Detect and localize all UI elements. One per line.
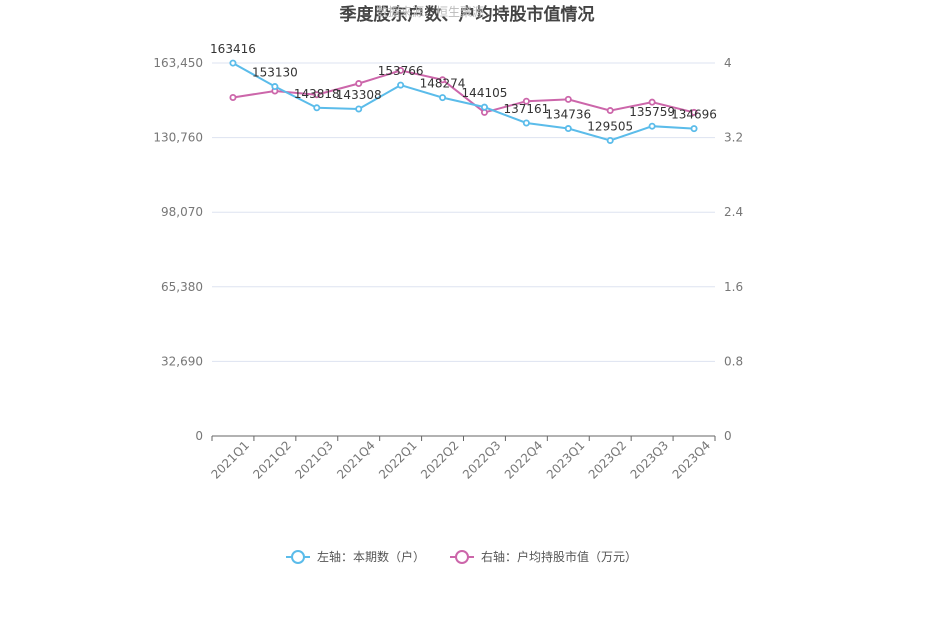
left-tick-label: 0 <box>195 429 203 443</box>
x-tick-label: 2021Q2 <box>250 438 294 482</box>
x-tick-label: 2023Q4 <box>670 438 714 482</box>
legend-label: 左轴：本期数（户） <box>317 549 425 564</box>
series-line-0 <box>232 62 695 142</box>
data-point-0 <box>439 94 447 102</box>
legend-swatch-marker <box>291 550 305 564</box>
x-axis: 2021Q12021Q22021Q32021Q42022Q12022Q22022… <box>208 435 716 482</box>
data-point-0 <box>522 119 530 127</box>
legend-item-0[interactable]: 左轴：本期数（户） <box>286 549 425 564</box>
data-point-1 <box>690 108 698 116</box>
data-label: 143308 <box>336 88 382 102</box>
right-tick-label: 0 <box>724 429 732 443</box>
legend-swatch-marker <box>455 550 469 564</box>
watermark: 数据来源：恒生聚源 <box>376 4 484 19</box>
data-point-1 <box>355 80 363 88</box>
data-point-0 <box>271 83 279 91</box>
data-point-1 <box>313 91 321 99</box>
right-tick-label: 4 <box>724 56 732 70</box>
data-label: 137161 <box>503 102 549 116</box>
legend-item-1[interactable]: 右轴：户均持股市值（万元） <box>450 549 637 564</box>
data-point-0 <box>648 122 656 130</box>
left-axis: 0 32,690 65,380 98,070 130,760 163,450 <box>153 56 203 443</box>
x-tick-label: 2021Q1 <box>208 438 252 482</box>
data-label: 129505 <box>587 119 633 133</box>
x-tick-label: 2021Q3 <box>292 438 336 482</box>
data-point-1 <box>439 76 447 84</box>
left-tick-label: 163,450 <box>153 56 203 70</box>
right-tick-label: 1.6 <box>724 280 743 294</box>
x-tick-label: 2023Q2 <box>586 438 630 482</box>
data-point-0 <box>355 105 363 113</box>
data-point-0 <box>480 103 488 111</box>
data-label: 153766 <box>378 64 424 78</box>
grid <box>212 62 715 362</box>
data-point-1 <box>397 66 405 74</box>
data-label: 134696 <box>671 108 717 122</box>
data-label: 134736 <box>545 108 591 122</box>
data-point-1 <box>564 95 572 103</box>
x-tick-label: 2021Q4 <box>334 438 378 482</box>
right-tick-label: 0.8 <box>724 354 743 368</box>
data-point-0 <box>397 81 405 89</box>
data-point-1 <box>648 98 656 106</box>
x-tick-label: 2023Q1 <box>544 438 588 482</box>
data-label: 153130 <box>252 66 298 80</box>
data-point-0 <box>564 125 572 133</box>
data-label: 148274 <box>420 77 466 91</box>
data-label: 163416 <box>210 42 256 56</box>
right-tick-label: 2.4 <box>724 205 743 219</box>
data-label: 135759 <box>629 105 675 119</box>
legend[interactable]: 左轴：本期数（户） 右轴：户均持股市值（万元） <box>286 549 637 564</box>
data-point-1 <box>606 107 614 115</box>
x-tick-label: 2022Q2 <box>418 438 462 482</box>
left-tick-label: 32,690 <box>161 354 203 368</box>
data-point-0 <box>313 104 321 112</box>
right-tick-label: 3.2 <box>724 131 743 145</box>
left-tick-label: 65,380 <box>161 280 203 294</box>
x-tick-label: 2022Q3 <box>460 438 504 482</box>
data-point-0 <box>690 125 698 133</box>
data-label: 143818 <box>294 87 340 101</box>
data-point-1 <box>522 97 530 105</box>
x-tick-label: 2022Q4 <box>502 438 546 482</box>
data-label: 144105 <box>462 86 508 100</box>
chart-title: 季度股东户数、户均持股市值情况 <box>340 4 595 25</box>
legend-label: 右轴：户均持股市值（万元） <box>481 549 637 564</box>
data-point-0 <box>229 59 237 67</box>
series-line-1 <box>232 69 695 114</box>
data-point-1 <box>229 94 237 102</box>
left-tick-label: 98,070 <box>161 205 203 219</box>
x-tick-label: 2022Q1 <box>376 438 420 482</box>
left-tick-label: 130,760 <box>153 131 203 145</box>
right-axis: 0 0.8 1.6 2.4 3.2 4 <box>724 56 743 443</box>
data-point-0 <box>606 136 614 144</box>
x-tick-label: 2023Q3 <box>628 438 672 482</box>
